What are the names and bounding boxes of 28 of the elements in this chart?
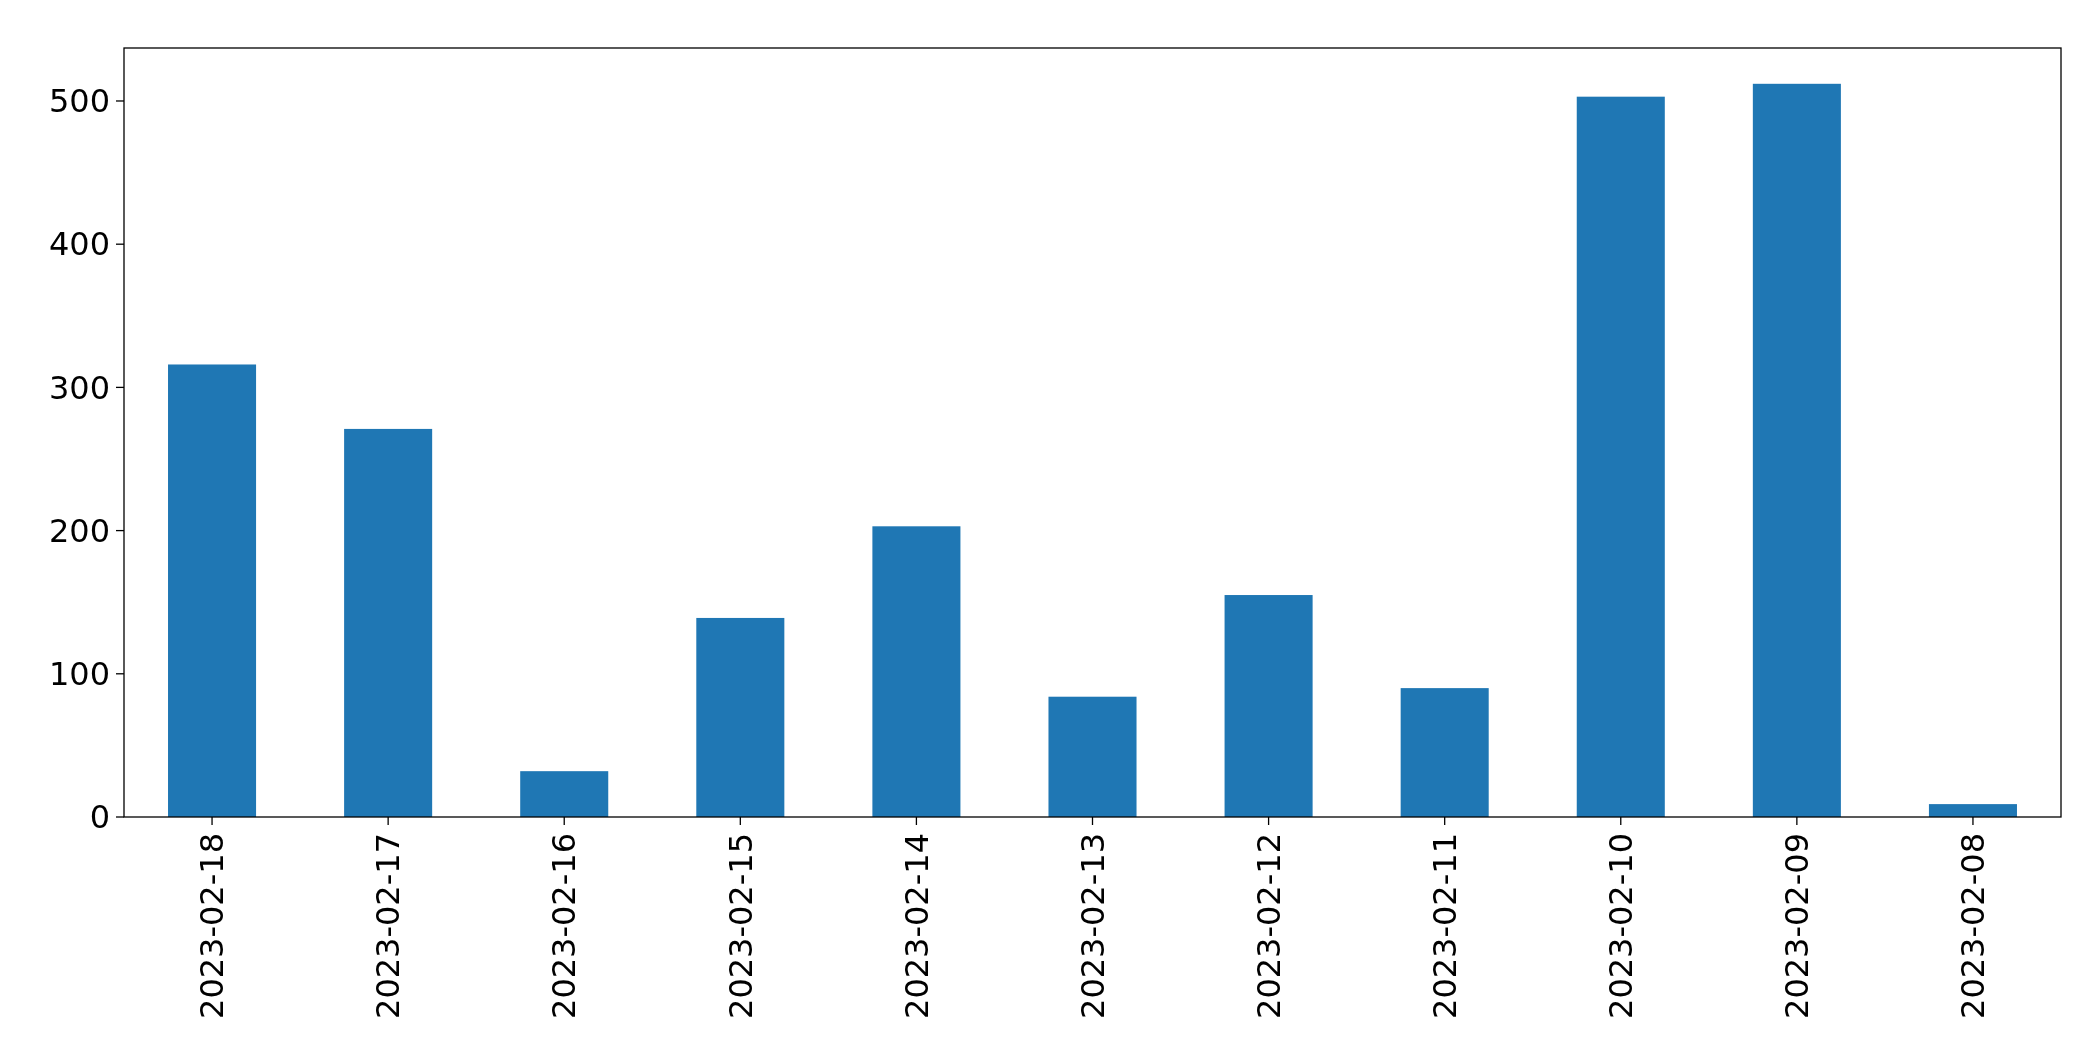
bar [344,428,433,817]
x-tick-label: 2023-02-10 [1601,833,1640,1019]
y-tick-label: 400 [48,225,110,264]
bar [1048,696,1137,817]
x-tick-label: 2023-02-15 [721,833,760,1019]
bar [696,617,785,817]
x-tick-label: 2023-02-13 [1073,833,1112,1019]
bar [1576,96,1665,817]
x-tick-label: 2023-02-14 [897,833,936,1019]
bar [1752,83,1841,817]
x-tick-label: 2023-02-12 [1249,833,1288,1019]
x-tick-label: 2023-02-16 [545,833,584,1019]
bar [1400,688,1489,817]
y-tick-label: 0 [89,798,110,837]
x-tick-label: 2023-02-18 [193,833,232,1019]
y-tick-label: 200 [48,511,110,550]
bar [1928,804,2017,817]
x-tick-label: 2023-02-11 [1425,833,1464,1019]
bar [168,364,257,817]
y-tick-label: 500 [48,82,110,121]
x-tick-label: 2023-02-08 [1954,833,1993,1019]
x-tick-label: 2023-02-17 [369,833,408,1019]
bar [520,771,609,817]
bar [872,526,961,817]
bar [1224,595,1313,817]
y-tick-label: 100 [48,655,110,693]
y-tick-label: 300 [48,368,110,407]
x-tick-label: 2023-02-09 [1778,833,1817,1019]
